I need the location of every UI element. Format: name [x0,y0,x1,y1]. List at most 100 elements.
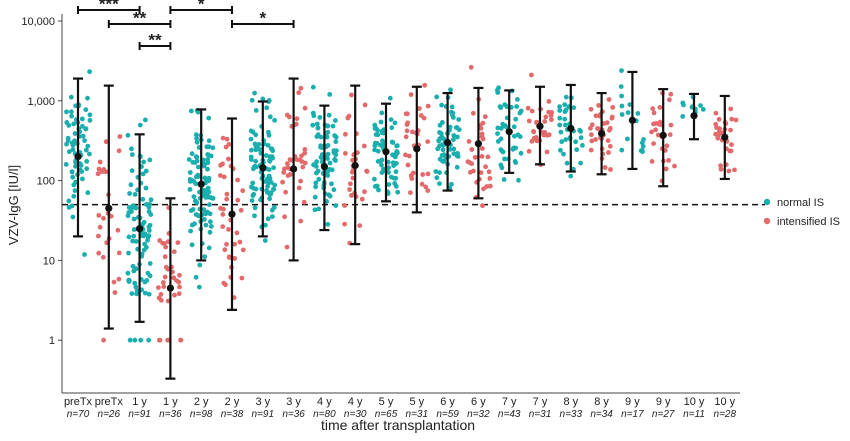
x-tick-label: 2 y [225,396,240,408]
data-point [664,143,670,149]
data-point [564,160,570,166]
data-point [593,137,598,142]
data-point [146,228,152,233]
data-point [224,136,230,142]
data-point [480,120,486,126]
data-point [80,176,85,182]
data-point [715,135,721,141]
data-point [298,178,303,184]
data-point [529,72,534,78]
data-point [375,148,381,154]
median-point [598,129,606,138]
data-point [142,290,148,296]
data-point [425,188,431,194]
data-point [326,112,332,118]
data-point [205,157,211,162]
data-point [126,210,132,215]
data-point [595,126,600,131]
data-point [64,120,70,125]
data-point [249,198,255,204]
data-point [315,132,321,138]
data-point [343,131,348,137]
data-point [129,168,135,174]
data-point [331,187,337,193]
data-point [224,196,230,202]
median-point [259,164,267,172]
data-point [718,163,723,169]
data-point [221,174,227,180]
data-point [248,136,254,142]
data-point [342,221,347,227]
data-point [606,150,611,155]
data-point [561,151,566,157]
significance-label: * [198,0,205,14]
data-point [177,284,182,290]
data-point [437,170,442,176]
data-point [84,166,90,172]
data-point [451,151,457,157]
data-point [272,117,277,123]
x-tick-label: 4 y [348,396,363,408]
median-point [536,122,544,130]
data-point [177,272,182,278]
data-point [333,118,338,123]
data-point [221,206,226,212]
data-point [284,244,290,250]
x-tick-label: 8 y [594,396,609,408]
data-point [713,110,719,116]
data-point [419,181,425,187]
data-point [437,156,443,162]
median-point [567,124,575,133]
data-point [285,161,290,167]
data-point [226,156,231,162]
data-point [589,122,595,128]
data-point [649,159,655,164]
data-point [130,238,136,244]
data-point [206,189,212,195]
data-point [188,108,194,114]
data-point [248,154,254,160]
data-point [129,146,134,152]
data-point [478,170,484,176]
significance-label: ** [148,31,162,50]
data-point [541,130,547,135]
data-point [284,112,290,118]
data-point [301,199,307,205]
data-point [531,128,536,134]
data-point [129,204,135,210]
data-point [375,159,381,164]
data-point [544,149,550,155]
data-point [680,114,686,119]
data-point [394,150,399,156]
data-point [408,173,414,179]
data-point [143,185,149,191]
data-point [332,157,337,162]
data-point [372,147,377,153]
data-point [72,131,78,136]
data-point [271,205,277,210]
data-point [499,165,505,171]
data-point [327,160,333,166]
data-point [112,290,118,295]
data-point [607,127,612,133]
data-point [191,194,197,200]
data-point [570,166,576,172]
data-point [64,109,69,115]
data-point [95,171,101,177]
data-point [468,64,474,70]
data-point [202,254,208,260]
data-point [64,141,69,147]
x-tick-label: 5 y [409,396,424,408]
data-point [298,85,304,91]
data-point [130,263,136,269]
data-point [256,146,262,152]
data-point [364,169,370,174]
median-point [228,210,236,218]
data-point [394,143,400,149]
data-point [641,137,646,142]
data-point [310,110,316,116]
data-point [266,99,272,104]
data-point [264,188,269,193]
data-point [625,110,631,115]
